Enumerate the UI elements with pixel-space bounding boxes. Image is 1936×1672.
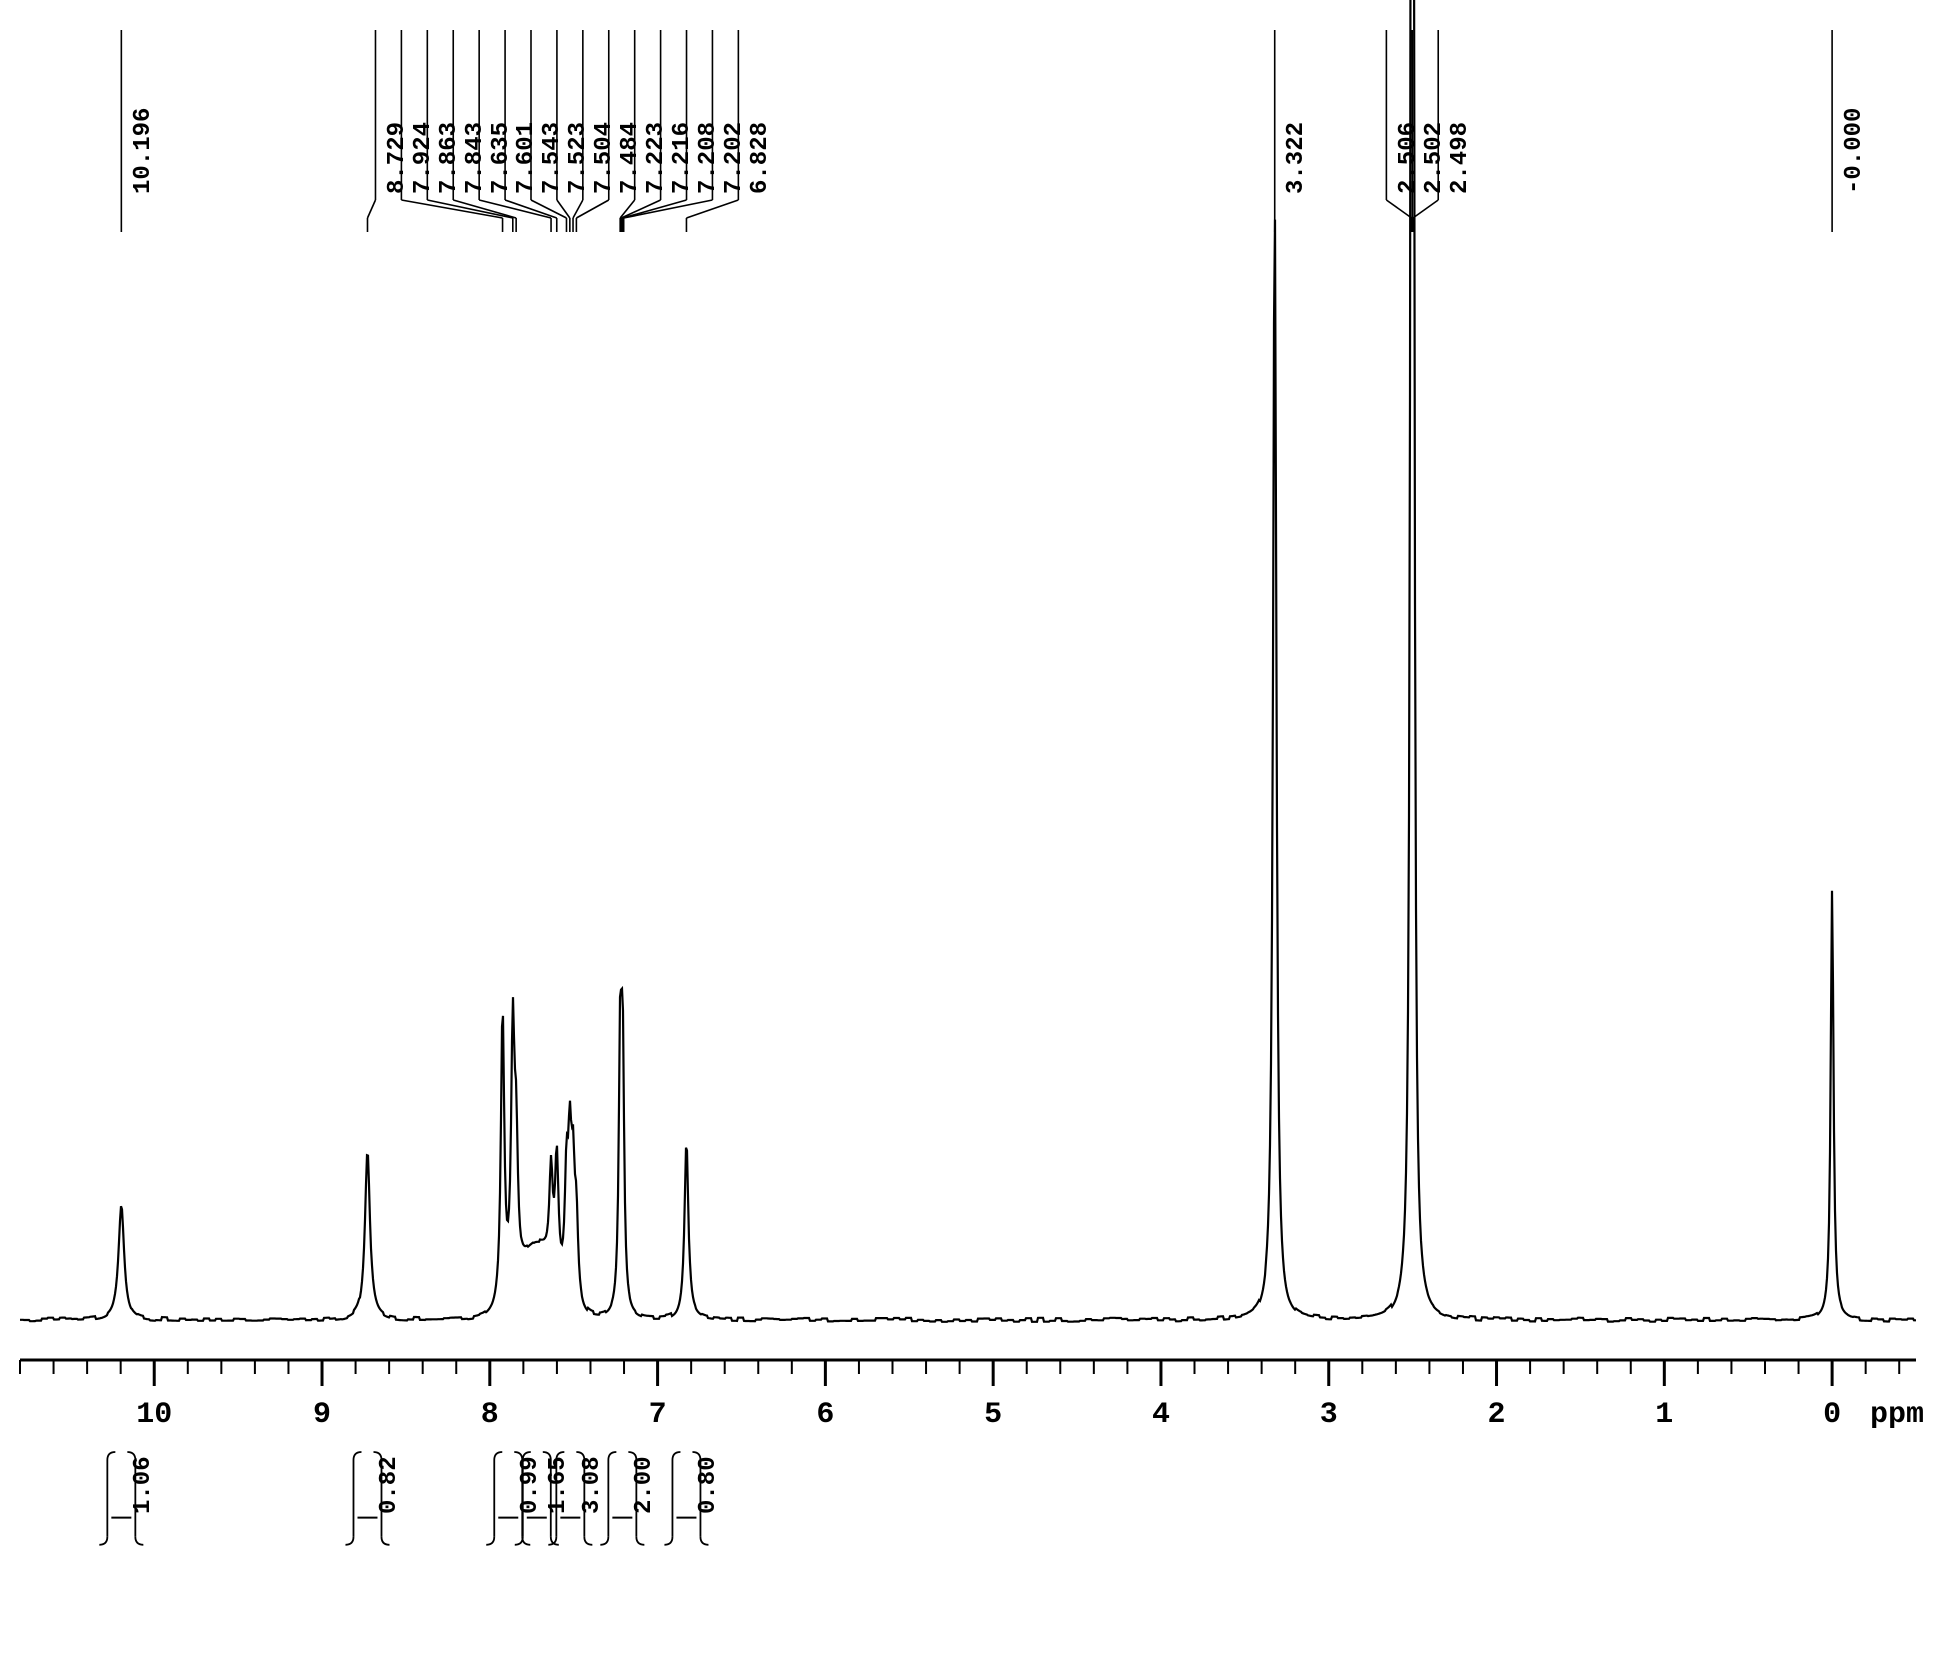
peak-ppm-label: 7.216 (669, 122, 696, 194)
peak-ppm-label: 7.843 (462, 122, 489, 194)
axis-tick-label: 0 (1802, 1398, 1862, 1432)
peak-ppm-label: 8.729 (384, 122, 411, 194)
peak-ppm-label: 7.863 (436, 122, 463, 194)
integral-value-label: 1.65 (545, 1456, 572, 1514)
integral-value-label: 2.00 (631, 1456, 658, 1514)
peak-ppm-label: 10.196 (130, 108, 157, 194)
axis-unit-label: ppm (1870, 1398, 1924, 1432)
peak-ppm-label: -0.000 (1841, 108, 1868, 194)
peak-ppm-label: 7.223 (643, 122, 670, 194)
axis-tick-label: 7 (628, 1398, 688, 1432)
axis-tick-label: 1 (1634, 1398, 1694, 1432)
axis-tick-label: 2 (1467, 1398, 1527, 1432)
peak-ppm-label: 7.208 (695, 122, 722, 194)
peak-ppm-label: 7.543 (539, 122, 566, 194)
peak-ppm-label: 2.506 (1395, 122, 1422, 194)
integral-value-label: 1.06 (130, 1456, 157, 1514)
integral-value-label: 0.80 (695, 1456, 722, 1514)
axis-tick-label: 5 (963, 1398, 1023, 1432)
peak-ppm-label: 6.828 (747, 122, 774, 194)
peak-ppm-label: 7.601 (513, 122, 540, 194)
integral-value-label: 3.08 (579, 1456, 606, 1514)
axis-tick-label: 8 (460, 1398, 520, 1432)
peak-ppm-label: 2.498 (1447, 122, 1474, 194)
integral-value-label: 0.82 (376, 1456, 403, 1514)
integral-value-label: 0.99 (517, 1456, 544, 1514)
peak-ppm-label: 2.502 (1421, 122, 1448, 194)
peak-ppm-label: 7.484 (617, 122, 644, 194)
axis-tick-label: 6 (795, 1398, 855, 1432)
peak-ppm-label: 7.924 (410, 122, 437, 194)
axis-tick-label: 3 (1299, 1398, 1359, 1432)
axis-tick-label: 10 (124, 1398, 184, 1432)
peak-ppm-label: 3.322 (1283, 122, 1310, 194)
axis-tick-label: 4 (1131, 1398, 1191, 1432)
peak-ppm-label: 7.202 (721, 122, 748, 194)
peak-ppm-label: 7.635 (488, 122, 515, 194)
peak-ppm-label: 7.523 (565, 122, 592, 194)
peak-ppm-label: 7.504 (591, 122, 618, 194)
axis-tick-label: 9 (292, 1398, 352, 1432)
